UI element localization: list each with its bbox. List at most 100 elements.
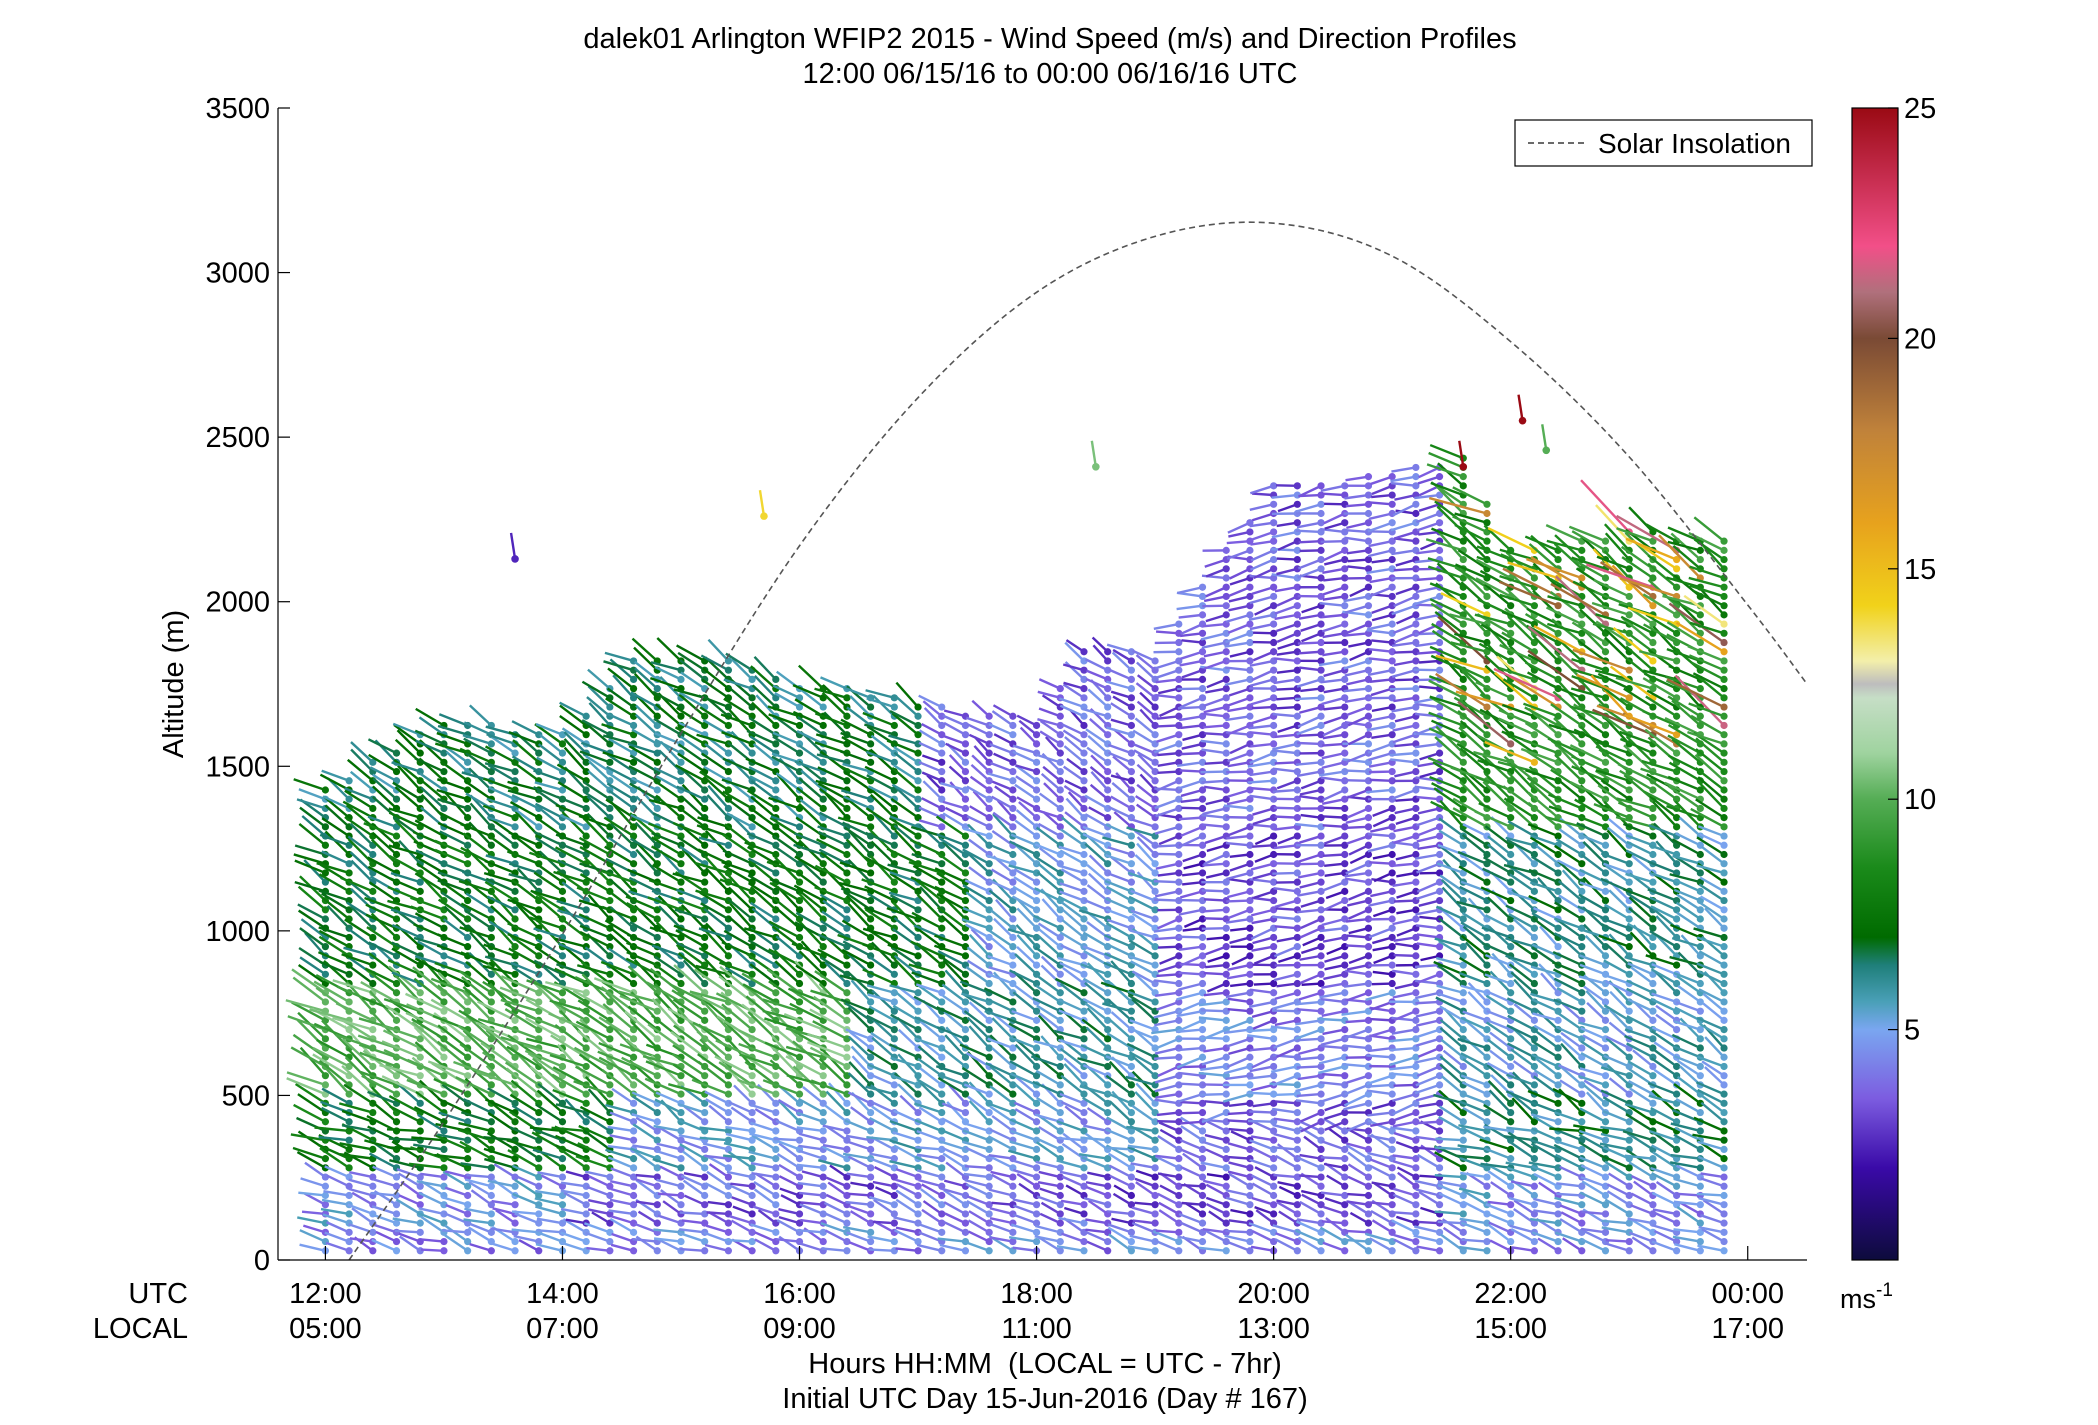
barb-point: [772, 1155, 780, 1163]
barb-point: [1246, 1127, 1254, 1135]
barb-point: [345, 1062, 353, 1071]
barb-point: [1127, 786, 1135, 794]
barb-point: [914, 703, 922, 711]
barb-shaft: [508, 831, 540, 847]
barb-shaft: [624, 1010, 659, 1040]
barb-shaft: [610, 1167, 635, 1179]
barb-point: [464, 933, 472, 942]
barb-point: [772, 786, 780, 794]
barb-point: [511, 970, 519, 978]
barb-shaft: [1177, 1082, 1203, 1087]
barb-point: [1080, 666, 1088, 674]
barb-point: [890, 998, 898, 1006]
barb-shaft: [392, 1217, 421, 1225]
barb-point: [582, 767, 590, 776]
barb-point: [701, 915, 709, 923]
barb-shaft: [635, 848, 659, 874]
barb-point: [1104, 1182, 1112, 1190]
barb-shaft: [605, 697, 635, 718]
barb-shaft: [371, 1238, 398, 1252]
barb-point: [985, 860, 993, 868]
barb-point: [701, 1191, 709, 1200]
barb-shaft: [605, 1054, 635, 1086]
barb-shaft: [366, 969, 398, 994]
barb-point: [487, 1164, 495, 1172]
barb-shaft: [548, 1012, 587, 1031]
barb-point: [1127, 1210, 1135, 1218]
barb-point: [440, 767, 448, 776]
barb-point: [1009, 731, 1017, 739]
barb-point: [629, 1035, 638, 1043]
barb-point: [724, 1164, 733, 1172]
barb-point: [392, 749, 401, 757]
barb-point: [392, 979, 401, 988]
barb-point: [1009, 721, 1017, 730]
barb-shaft: [631, 637, 659, 662]
barb-shaft: [527, 1052, 564, 1077]
barb-point: [1151, 1201, 1159, 1209]
barb-point: [843, 869, 851, 877]
barb-point: [914, 1007, 922, 1015]
barb-point: [677, 1201, 685, 1209]
barb-point: [321, 1035, 330, 1043]
barb-point: [629, 795, 638, 803]
barb-shaft: [572, 989, 611, 1013]
barb-point: [867, 740, 875, 748]
barb-point: [629, 832, 638, 840]
barb-shaft: [554, 846, 587, 865]
barb-point: [653, 869, 661, 877]
barb-point: [701, 1108, 709, 1117]
barb-shaft: [469, 931, 493, 957]
barb-shaft: [579, 873, 611, 893]
barb-point: [1198, 943, 1207, 951]
barb-shaft: [398, 1232, 421, 1243]
barb-point: [487, 998, 495, 1006]
barb-point: [1222, 740, 1230, 748]
barb-point: [1222, 1201, 1230, 1209]
barb-shaft: [388, 1137, 421, 1142]
barb-shaft: [507, 922, 540, 939]
barb-shaft: [469, 802, 493, 828]
barb-shaft: [364, 896, 397, 911]
barb-point: [701, 979, 709, 988]
barb-point: [629, 1099, 638, 1107]
barb-point: [772, 1247, 780, 1255]
barb-point: [1032, 1164, 1041, 1172]
barb-point: [772, 1228, 780, 1236]
barb-shaft: [399, 1235, 421, 1252]
barb-shaft: [563, 746, 588, 773]
barb-shaft: [533, 959, 563, 976]
barb-point: [985, 915, 993, 923]
barb-point: [724, 1191, 733, 1200]
barb-point: [843, 777, 851, 785]
barb-point: [843, 1182, 851, 1190]
barb-point: [914, 1182, 922, 1190]
barb-shaft: [465, 752, 493, 773]
barb-shaft: [291, 968, 327, 994]
barb-shaft: [440, 891, 469, 911]
barb-shaft: [559, 715, 587, 736]
barb-point: [1222, 685, 1230, 693]
barb-point: [653, 850, 661, 859]
barb-point: [1246, 1210, 1254, 1218]
barb-shaft: [575, 1020, 611, 1040]
barb-point: [1127, 721, 1135, 730]
barb-point: [1104, 970, 1112, 978]
barb-point: [321, 841, 330, 849]
barb-point: [914, 721, 922, 730]
barb-shaft: [579, 930, 611, 948]
barb-point: [938, 1228, 946, 1236]
barb-shaft: [342, 800, 374, 819]
barb-shaft: [603, 660, 634, 672]
barb-point: [440, 804, 448, 813]
barb-shaft: [468, 1181, 492, 1197]
barb-point: [582, 758, 590, 766]
barb-shaft: [299, 956, 327, 976]
barb-shaft: [587, 668, 611, 690]
barb-shaft: [533, 927, 563, 939]
barb-point: [1056, 1127, 1064, 1135]
barb-point: [1056, 786, 1064, 794]
barb-point: [511, 887, 519, 895]
barb-point: [938, 1191, 946, 1200]
barb-point: [1104, 1191, 1112, 1200]
